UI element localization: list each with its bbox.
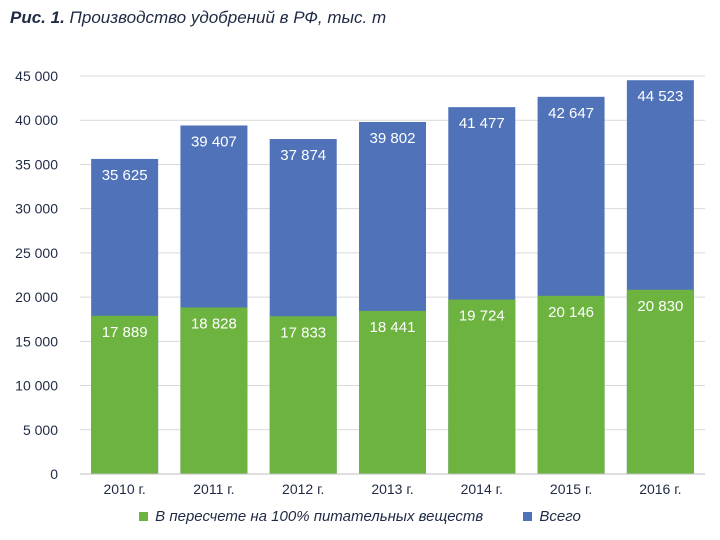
y-tick-label: 0 <box>50 466 58 482</box>
figure-label: Рис. 1. <box>10 8 65 27</box>
chart-title: Рис. 1. Производство удобрений в РФ, тыс… <box>10 8 386 28</box>
y-tick-label: 35 000 <box>15 156 58 172</box>
data-label-nutrient: 17 889 <box>102 324 148 341</box>
x-tick-label: 2014 г. <box>461 481 503 497</box>
x-tick-label: 2011 г. <box>193 481 234 497</box>
bar-nutrient <box>537 295 605 474</box>
bar-nutrient <box>448 299 516 474</box>
legend-label-total: Всего <box>539 508 581 525</box>
bar-nutrient <box>91 315 159 474</box>
bar-nutrient <box>359 310 426 474</box>
x-tick-label: 2010 г. <box>103 481 145 497</box>
x-tick-label: 2016 г. <box>639 481 681 497</box>
y-tick-label: 20 000 <box>15 289 58 305</box>
bar-nutrient <box>269 316 337 474</box>
legend-swatch-nutrient <box>139 512 149 521</box>
bar-nutrient <box>626 289 694 474</box>
y-tick-label: 45 000 <box>15 68 58 84</box>
x-tick-label: 2015 г. <box>550 481 592 497</box>
legend-item-total: Всего <box>523 508 581 525</box>
x-tick-label: 2012 г. <box>282 481 324 497</box>
y-tick-label: 25 000 <box>15 245 58 261</box>
data-label-total: 35 625 <box>102 167 148 184</box>
figure-title: Производство удобрений в РФ, тыс. т <box>69 8 387 27</box>
data-label-nutrient: 17 833 <box>280 324 326 341</box>
data-label-total: 44 523 <box>637 88 683 105</box>
legend-swatch-total <box>523 512 533 521</box>
data-label-nutrient: 20 830 <box>637 298 683 315</box>
data-label-total: 37 874 <box>280 147 326 164</box>
data-label-nutrient: 18 828 <box>191 315 237 332</box>
legend-label-nutrient: В пересчете на 100% питательных веществ <box>155 508 484 525</box>
y-tick-label: 5 000 <box>23 422 58 438</box>
bar-chart: 0 5 000 10 000 15 000 20 000 25 000 30 000 35 0… <box>15 68 705 497</box>
data-label-nutrient: 19 724 <box>459 308 505 325</box>
data-label-total: 39 802 <box>370 130 416 147</box>
bar-nutrient <box>180 307 248 474</box>
x-tick-label: 2013 г. <box>371 481 413 497</box>
data-label-total: 42 647 <box>548 105 594 122</box>
y-tick-label: 40 000 <box>15 112 58 128</box>
data-label-nutrient: 18 441 <box>370 319 416 336</box>
legend-item-nutrient: В пересчете на 100% питательных веществ <box>139 508 483 525</box>
y-tick-label: 30 000 <box>15 201 58 217</box>
data-label-total: 41 477 <box>459 115 505 132</box>
y-tick-label: 10 000 <box>15 378 58 394</box>
y-tick-label: 15 000 <box>15 333 58 349</box>
data-label-nutrient: 20 146 <box>548 304 594 321</box>
legend: В пересчете на 100% питательных веществ … <box>0 508 720 525</box>
data-label-total: 39 407 <box>191 133 237 150</box>
